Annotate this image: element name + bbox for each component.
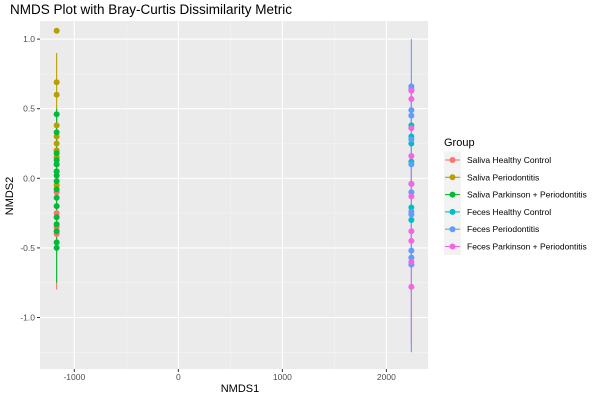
data-point — [53, 27, 60, 34]
y-axis: 1.0 0.5 0.0 -0.5 -1.0 — [20, 34, 40, 322]
legend-label: Saliva Periodontitis — [467, 172, 539, 182]
y-tick-label: -1.0 — [20, 312, 35, 322]
y-tick-label: -0.5 — [20, 243, 35, 253]
data-point — [53, 79, 60, 86]
legend-key-point — [449, 226, 456, 233]
legend-title: Group — [444, 137, 475, 149]
legend-label: Feces Parkinson + Periodontitis — [467, 242, 587, 252]
legend-key-point — [449, 208, 456, 215]
data-point — [53, 157, 60, 164]
data-point — [53, 133, 60, 140]
x-axis-title: NMDS1 — [221, 383, 260, 395]
data-point — [408, 107, 415, 114]
data-point — [408, 283, 415, 290]
data-point — [408, 189, 415, 196]
data-point — [408, 161, 415, 168]
legend-label: Feces Periodontitis — [467, 224, 539, 234]
data-point — [408, 136, 415, 143]
series-points-feces-parkinson-periodontitis — [408, 87, 415, 290]
data-point — [53, 182, 60, 189]
legend-item: Saliva Parkinson + Periodontitis — [444, 186, 587, 204]
data-point — [53, 129, 60, 136]
data-point — [53, 239, 60, 246]
chart-title: NMDS Plot with Bray-Curtis Dissimilarity… — [10, 2, 292, 17]
data-point — [53, 186, 60, 193]
legend-key-point — [449, 243, 456, 250]
plot-panel — [40, 21, 428, 369]
data-point — [53, 172, 60, 179]
y-tick-label: 0.5 — [23, 104, 35, 114]
major-gridlines — [40, 21, 428, 369]
data-point — [408, 193, 415, 200]
data-point — [408, 125, 415, 132]
data-point — [408, 258, 415, 265]
minor-gridlines — [40, 21, 428, 369]
data-point — [408, 112, 415, 119]
legend-key-point — [449, 191, 456, 198]
y-axis-title: NMDS2 — [4, 177, 16, 216]
data-point — [53, 203, 60, 210]
legend-item: Feces Parkinson + Periodontitis — [444, 238, 587, 255]
data-point — [53, 244, 60, 251]
data-point — [53, 122, 60, 129]
data-point — [53, 111, 60, 118]
data-point — [408, 254, 415, 261]
x-tick-label: -1000 — [63, 372, 85, 382]
data-series-layer — [53, 27, 415, 353]
data-point — [53, 91, 60, 98]
data-point — [408, 87, 415, 94]
data-point — [408, 95, 415, 102]
data-point — [408, 140, 415, 147]
legend: Group Saliva Healthy Control Saliva Perio… — [444, 137, 587, 255]
legend-label: Saliva Healthy Control — [467, 155, 551, 165]
legend-item: Saliva Periodontitis — [444, 168, 539, 186]
data-point — [53, 221, 60, 228]
data-point — [408, 204, 415, 211]
legend-item: Feces Periodontitis — [444, 220, 539, 238]
legend-key-point — [449, 157, 456, 163]
legend-key-point — [449, 174, 456, 181]
data-point — [53, 161, 60, 168]
data-point — [53, 214, 60, 221]
data-point — [53, 194, 60, 201]
data-point — [53, 210, 60, 217]
data-point — [408, 237, 415, 244]
series-points-saliva-parkinson-periodontitis — [53, 111, 60, 251]
x-axis: -1000 0 1000 2000 — [63, 369, 396, 382]
legend-label: Feces Healthy Control — [467, 207, 551, 217]
data-point — [408, 247, 415, 254]
x-tick-label: 2000 — [377, 372, 396, 382]
legend-item: Saliva Healthy Control — [444, 151, 551, 169]
data-point — [408, 153, 415, 160]
y-tick-label: 0.0 — [23, 173, 35, 183]
x-tick-label: 1000 — [273, 372, 292, 382]
data-point — [408, 228, 415, 235]
legend-label: Saliva Parkinson + Periodontitis — [467, 190, 587, 200]
data-point — [53, 140, 60, 147]
data-point — [53, 150, 60, 157]
data-point — [408, 217, 415, 224]
data-point — [53, 178, 60, 185]
data-point — [53, 168, 60, 175]
x-tick-label: 0 — [176, 372, 181, 382]
legend-item: Feces Healthy Control — [444, 203, 551, 221]
data-point — [408, 180, 415, 187]
data-point — [408, 211, 415, 218]
data-point — [53, 228, 60, 235]
y-tick-label: 1.0 — [23, 34, 35, 44]
